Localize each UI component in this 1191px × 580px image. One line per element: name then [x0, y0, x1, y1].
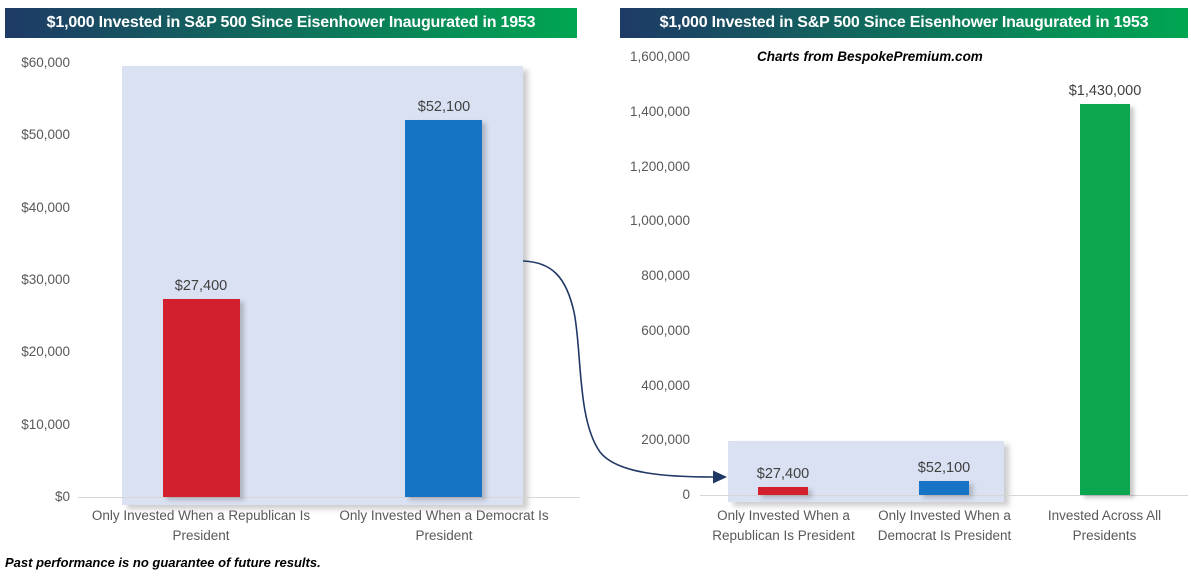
- y-axis-tick-label: 1,200,000: [629, 159, 690, 174]
- x-axis-category-label: Invested Across All Presidents: [1047, 508, 1162, 543]
- y-axis-tick-label: $50,000: [21, 127, 70, 142]
- x-axis-line: [700, 495, 1188, 496]
- x-axis-line: [78, 497, 580, 498]
- y-axis-tick-label: 600,000: [641, 323, 690, 338]
- bar-data-label: $27,400: [174, 278, 228, 294]
- chart-title-left: $1,000 Invested in S&P 500 Since Eisenho…: [5, 8, 577, 38]
- y-axis-tick-label: 800,000: [641, 268, 690, 283]
- y-axis-tick-label: $0: [54, 489, 70, 504]
- bar-data-label: $27,400: [756, 466, 810, 482]
- bar-data-label: $52,100: [417, 99, 471, 115]
- disclaimer-text: Past performance is no guarantee of futu…: [5, 555, 321, 570]
- bar-only-invested-when-a-democrat-is-president: [919, 481, 969, 495]
- y-axis-tick-label: $10,000: [21, 417, 70, 432]
- chart-title-right: $1,000 Invested in S&P 500 Since Eisenho…: [620, 8, 1188, 38]
- y-axis-tick-label: 1,600,000: [629, 49, 690, 64]
- y-axis-tick-label: $20,000: [21, 344, 70, 359]
- x-axis-category-label: Only Invested When a Republican Is Presi…: [712, 508, 855, 543]
- y-axis-tick-label: 400,000: [641, 378, 690, 393]
- bar-data-label: $52,100: [917, 460, 971, 476]
- y-axis-tick-label: $30,000: [21, 272, 70, 287]
- x-axis-category-label: Only Invested When a Democrat Is Preside…: [877, 508, 1012, 543]
- x-axis-category-label: Only Invested When a Democrat Is Preside…: [339, 508, 549, 543]
- y-axis-tick-label: 1,000,000: [629, 213, 690, 228]
- bar-data-label: $1,430,000: [1068, 83, 1142, 99]
- bar-only-invested-when-a-republican-is-president: [163, 299, 240, 497]
- bar-only-invested-when-a-democrat-is-president: [405, 120, 482, 497]
- bar-invested-across-all-presidents: [1080, 104, 1130, 495]
- x-axis-category-label: Only Invested When a Republican Is Presi…: [91, 508, 311, 543]
- y-axis-tick-label: 0: [682, 487, 690, 502]
- y-axis-tick-label: $40,000: [21, 200, 70, 215]
- source-credit-text: Charts from BespokePremium.com: [757, 49, 983, 64]
- y-axis-tick-label: 1,400,000: [629, 104, 690, 119]
- y-axis-tick-label: 200,000: [641, 432, 690, 447]
- y-axis-tick-label: $60,000: [21, 55, 70, 70]
- bar-only-invested-when-a-republican-is-president: [758, 487, 808, 495]
